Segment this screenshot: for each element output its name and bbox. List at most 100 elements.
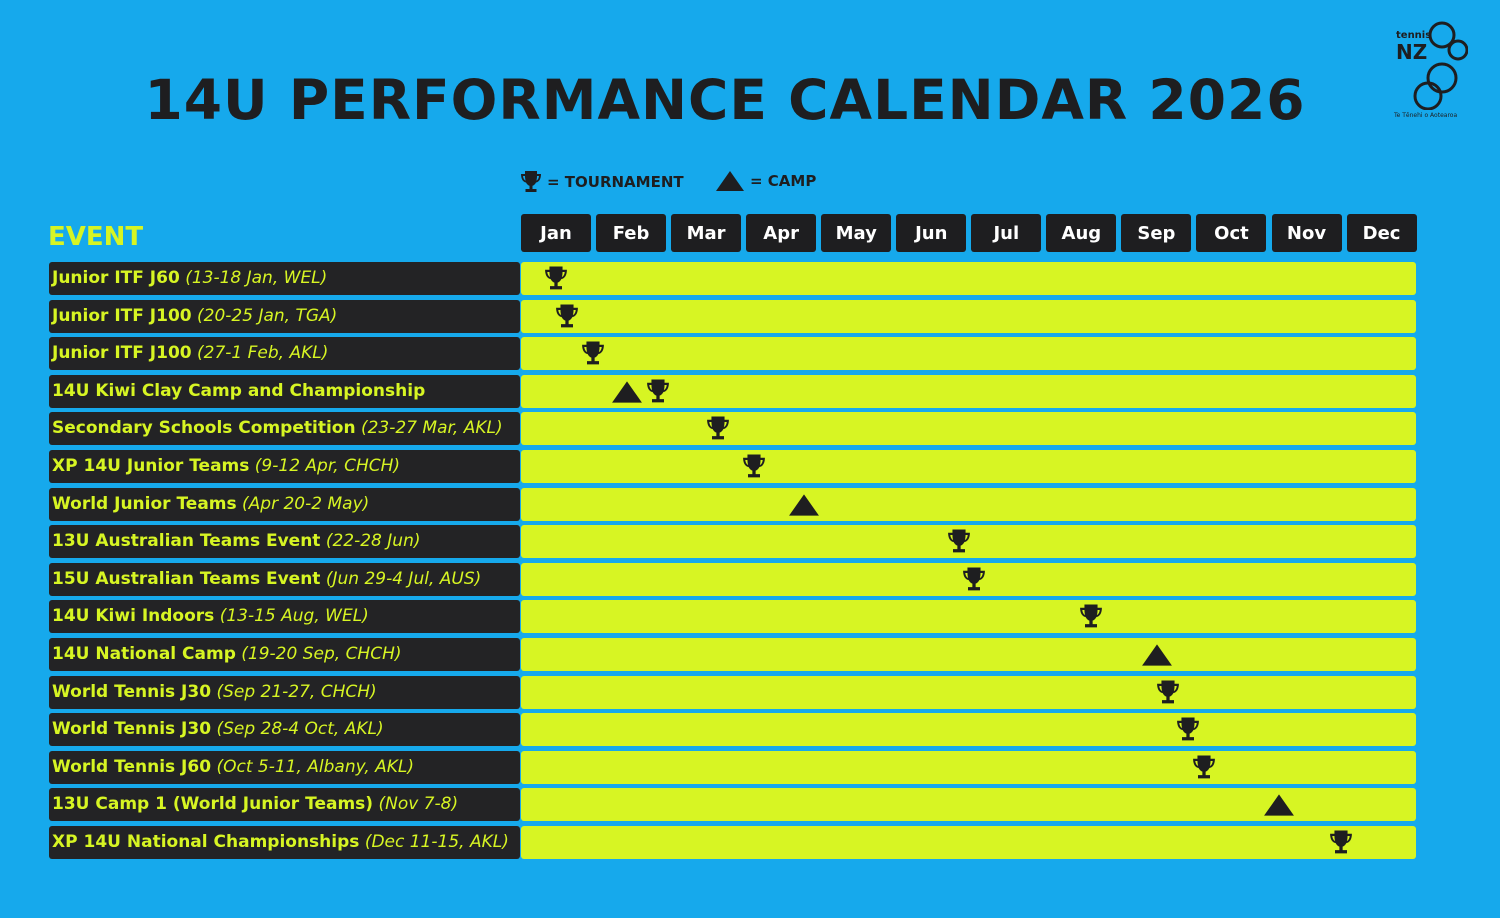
event-detail: (13-18 Jan, WEL) [185,268,328,288]
camp-triangle-icon [1263,793,1295,821]
event-name: World Tennis J30 [52,681,212,702]
event-timeline-bar [521,262,1416,295]
event-detail: (Sep 28-4 Oct, AKL) [216,719,384,740]
event-label: 14U Kiwi Indoors (13-15 Aug, WEL) [49,600,520,634]
legend-tournament: = TOURNAMENT [520,170,684,194]
trophy-icon [544,265,568,296]
month-nov: Nov [1271,214,1342,252]
month-oct: Oct [1196,214,1267,252]
logo-text-tennis: tennis [1396,30,1432,41]
event-timeline-bar [521,600,1416,634]
event-label: Junior ITF J100 (20-25 Jan, TGA) [49,299,520,333]
event-timeline-bar [521,487,1416,521]
tennis-nz-logo: tennis NZ Te Tēnehi o Aotearoa [1392,20,1472,125]
event-name: XP 14U Junior Teams [52,456,250,476]
event-name: Secondary Schools Competition [52,418,356,439]
legend-tournament-label: = TOURNAMENT [547,173,684,191]
event-detail: (Sep 21-27, CHCH) [216,681,377,702]
month-mar: Mar [671,214,742,252]
event-label: XP 14U Junior Teams (9-12 Apr, CHCH) [49,450,520,483]
event-label: World Tennis J60 (Oct 5-11, Albany, AKL) [49,750,520,784]
trophy-icon [1156,679,1180,710]
trophy-icon [1192,754,1216,785]
event-name: World Tennis J30 [52,719,212,740]
month-aug: Aug [1046,214,1117,252]
month-jun: Jun [896,214,967,252]
event-label: 13U Camp 1 (World Junior Teams) (Nov 7-8… [49,788,520,822]
trophy-icon [1329,829,1353,860]
event-timeline-bar [521,638,1416,671]
event-timeline-bar [521,412,1416,446]
trophy-icon [706,415,730,446]
trophy-icon [947,528,971,559]
page-title: 14U PERFORMANCE CALENDAR 2026 [144,68,1306,132]
month-jul: Jul [971,214,1042,252]
month-feb: Feb [596,214,667,252]
event-detail: (22-28 Jun) [325,531,421,552]
event-name: Junior ITF J100 [52,343,192,364]
month-may: May [821,214,892,252]
event-timeline-bar [521,713,1416,747]
event-label: 15U Australian Teams Event (Jun 29-4 Jul… [49,562,520,596]
tennis-balls-icon [1413,21,1468,110]
event-detail: (Oct 5-11, Albany, AKL) [216,756,415,777]
logo-text-nz: NZ [1396,40,1428,64]
trophy-icon [742,453,766,484]
event-detail: (Nov 7-8) [378,794,459,815]
event-detail: (27-1 Feb, AKL) [197,343,329,364]
event-label: Junior ITF J60 (13-18 Jan, WEL) [49,262,520,295]
event-label: 14U Kiwi Clay Camp and Championship [49,374,520,408]
event-timeline-bar [521,675,1416,709]
event-name: Junior ITF J100 [52,305,192,326]
event-detail: (Apr 20-2 May) [242,493,370,514]
event-timeline-bar [521,525,1416,559]
event-label: World Tennis J30 (Sep 28-4 Oct, AKL) [49,713,520,747]
logo-tagline: Te Tēnehi o Aotearoa [1394,112,1458,119]
camp-triangle-icon [716,171,744,191]
event-label: XP 14U National Championships (Dec 11-15… [49,826,520,859]
month-jan: Jan [521,214,591,252]
event-detail: (13-15 Aug, WEL) [219,606,369,627]
event-name: XP 14U National Championships [52,832,360,852]
event-name: 14U National Camp [52,644,236,664]
event-timeline-bar [521,374,1416,408]
event-name: 14U Kiwi Indoors [52,606,215,627]
event-label: Secondary Schools Competition (23-27 Mar… [49,412,520,446]
event-name: 13U Camp 1 (World Junior Teams) [52,794,374,815]
event-timeline-bar [521,826,1416,859]
event-column-header: EVENT [48,222,144,252]
event-timeline-bar [521,450,1416,483]
event-label: World Tennis J30 (Sep 21-27, CHCH) [49,675,520,709]
month-sep: Sep [1121,214,1192,252]
month-dec: Dec [1346,214,1417,252]
event-name: Junior ITF J60 [52,268,180,288]
legend-camp: = CAMP [715,170,816,192]
trophy-icon [1079,603,1103,634]
event-detail: (20-25 Jan, TGA) [197,305,338,326]
event-detail: (9-12 Apr, CHCH) [254,456,401,476]
trophy-icon [555,303,579,334]
event-name: 13U Australian Teams Event [52,531,321,552]
event-label: World Junior Teams (Apr 20-2 May) [49,487,520,521]
event-timeline-bar [521,337,1416,371]
legend-camp-label: = CAMP [750,172,817,190]
event-name: 14U Kiwi Clay Camp and Championship [52,380,426,401]
event-name: World Junior Teams [52,493,237,514]
camp-triangle-icon [1141,643,1173,671]
event-detail: (19-20 Sep, CHCH) [241,644,402,664]
event-detail: (Dec 11-15, AKL) [364,832,509,852]
event-timeline-bar [521,299,1416,333]
trophy-icon [1176,716,1200,747]
event-label: Junior ITF J100 (27-1 Feb, AKL) [49,337,520,371]
trophy-icon [646,378,670,409]
event-name: World Tennis J60 [52,756,212,777]
month-apr: Apr [746,214,817,252]
event-label: 14U National Camp (19-20 Sep, CHCH) [49,638,520,671]
camp-triangle-icon [788,493,820,521]
event-detail: (23-27 Mar, AKL) [360,418,503,439]
trophy-icon [962,566,986,597]
trophy-icon [581,340,605,371]
event-timeline-bar [521,750,1416,784]
trophy-icon [521,171,541,192]
camp-triangle-icon [611,380,643,408]
